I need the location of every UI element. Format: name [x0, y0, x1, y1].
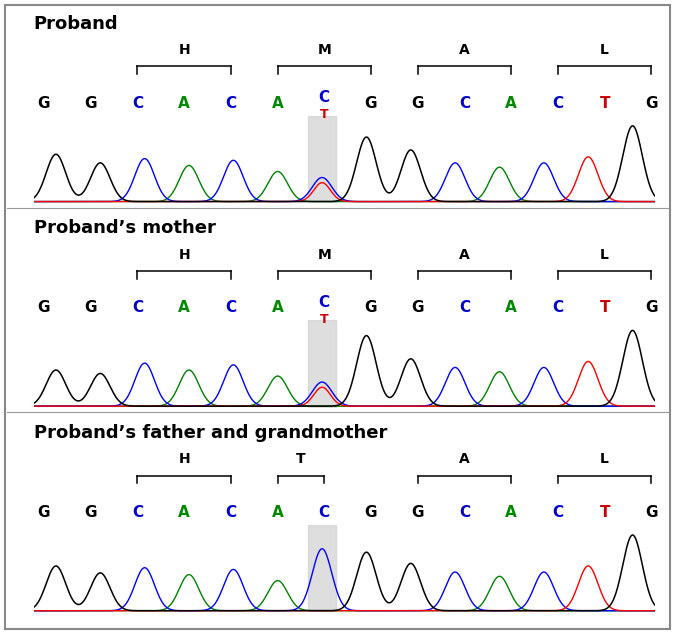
Bar [308, 115, 336, 204]
Text: G: G [84, 301, 97, 315]
Text: G: G [84, 96, 97, 111]
Text: M: M [317, 43, 331, 57]
Text: G: G [645, 505, 657, 520]
Text: A: A [506, 96, 517, 111]
Text: H: H [178, 43, 190, 57]
Text: T: T [296, 452, 306, 466]
Text: G: G [412, 96, 424, 111]
Text: M: M [317, 248, 331, 262]
Text: Proband’s mother: Proband’s mother [34, 219, 215, 237]
Text: C: C [459, 301, 470, 315]
Text: C: C [132, 301, 143, 315]
Bar [308, 320, 336, 408]
Text: T: T [599, 301, 610, 315]
Text: L: L [600, 452, 609, 466]
Text: T: T [320, 108, 329, 121]
Text: Proband: Proband [34, 15, 118, 33]
Text: Proband’s father and grandmother: Proband’s father and grandmother [34, 424, 387, 442]
Text: G: G [364, 301, 377, 315]
Text: T: T [599, 96, 610, 111]
Text: C: C [319, 505, 330, 520]
Text: G: G [645, 96, 657, 111]
Text: C: C [225, 301, 236, 315]
Text: T: T [320, 313, 329, 326]
Text: A: A [271, 301, 284, 315]
Text: A: A [459, 248, 470, 262]
Text: C: C [459, 96, 470, 111]
Text: G: G [412, 301, 424, 315]
Text: G: G [38, 301, 50, 315]
Text: C: C [552, 301, 564, 315]
Text: C: C [132, 96, 143, 111]
Text: L: L [600, 43, 609, 57]
Text: C: C [132, 505, 143, 520]
Text: G: G [412, 505, 424, 520]
Text: T: T [599, 505, 610, 520]
Text: C: C [552, 96, 564, 111]
Text: A: A [178, 301, 190, 315]
Bar [308, 525, 336, 612]
Text: A: A [459, 452, 470, 466]
Text: A: A [271, 505, 284, 520]
Text: C: C [319, 295, 330, 309]
Text: G: G [645, 301, 657, 315]
Text: C: C [225, 505, 236, 520]
Text: A: A [506, 301, 517, 315]
Text: H: H [178, 452, 190, 466]
Text: G: G [364, 505, 377, 520]
Text: G: G [38, 505, 50, 520]
Text: A: A [271, 96, 284, 111]
Text: G: G [364, 96, 377, 111]
Text: H: H [178, 248, 190, 262]
Text: A: A [506, 505, 517, 520]
Text: C: C [459, 505, 470, 520]
Text: G: G [84, 505, 97, 520]
Text: G: G [38, 96, 50, 111]
Text: C: C [319, 90, 330, 105]
Text: A: A [459, 43, 470, 57]
Text: L: L [600, 248, 609, 262]
Text: C: C [225, 96, 236, 111]
Text: C: C [552, 505, 564, 520]
Text: A: A [178, 505, 190, 520]
Text: A: A [178, 96, 190, 111]
